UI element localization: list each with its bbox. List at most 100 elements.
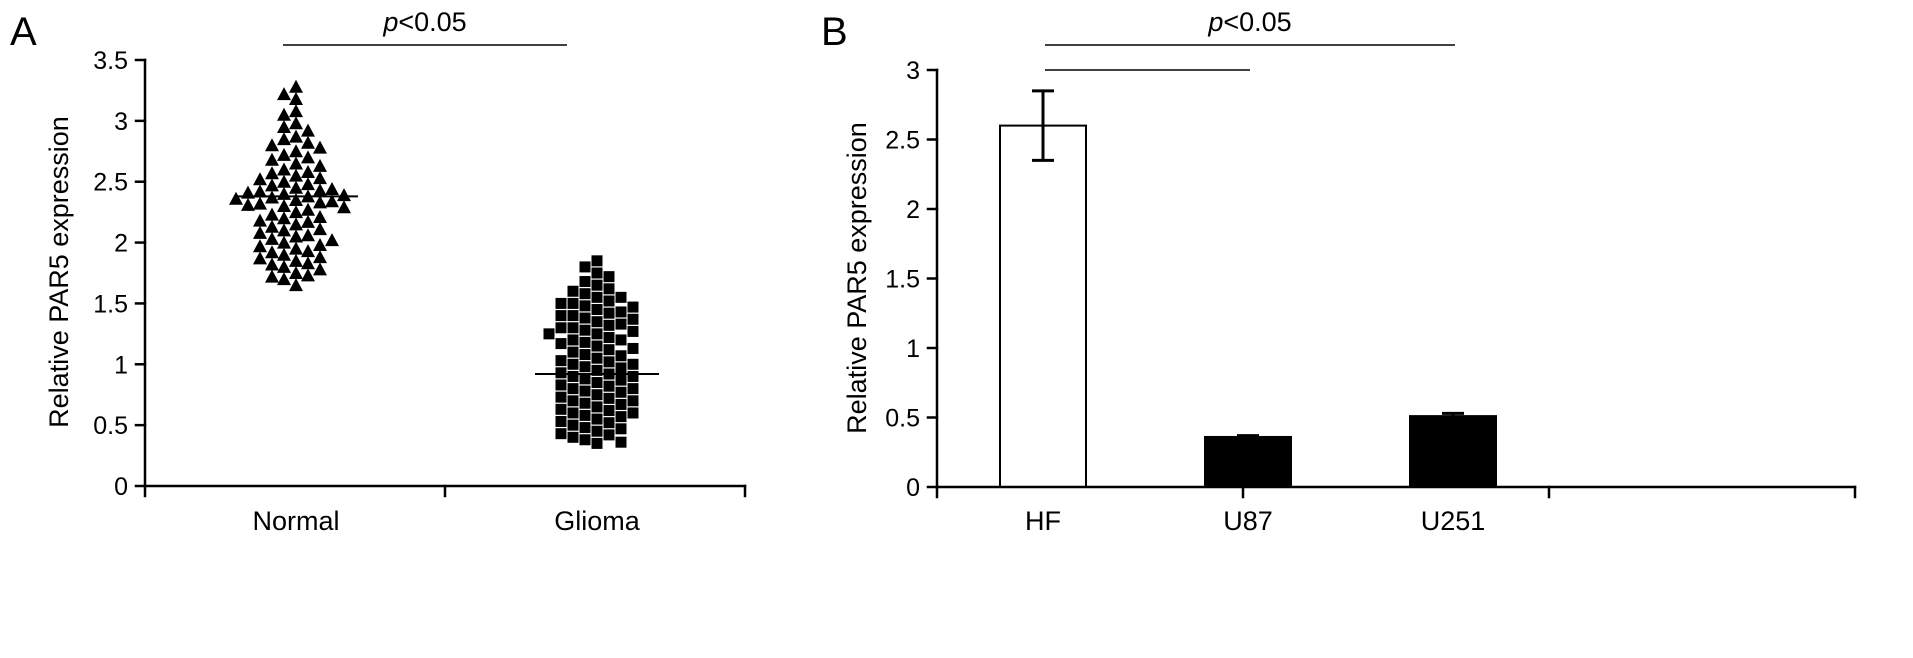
- data-point-square: [543, 328, 555, 340]
- data-point-triangle: [277, 247, 291, 261]
- data-point-square: [579, 324, 591, 336]
- data-point-triangle: [337, 188, 351, 202]
- data-point-triangle: [277, 147, 291, 161]
- data-point-square: [627, 358, 639, 370]
- data-point-triangle: [313, 222, 327, 236]
- data-point-square: [555, 338, 567, 350]
- data-point-triangle: [265, 219, 279, 233]
- data-point-square: [567, 383, 579, 395]
- y-tick-label: 2.5: [885, 127, 920, 155]
- data-point-triangle: [265, 269, 279, 283]
- data-point-triangle: [301, 164, 315, 178]
- data-point-square: [627, 313, 639, 325]
- data-point-square: [591, 425, 603, 437]
- panel-b: B Relative PAR5 expression 0 0.5 1 1.5 2 2.5 3 HF…: [821, 7, 1857, 536]
- y-tick-label: 1: [114, 351, 128, 379]
- data-point-square: [591, 255, 603, 267]
- data-point-triangle: [313, 262, 327, 276]
- data-point-triangle: [265, 245, 279, 259]
- data-point-square: [555, 428, 567, 440]
- data-point-triangle: [253, 184, 267, 198]
- data-point-triangle: [253, 213, 267, 227]
- data-point-square: [615, 411, 627, 423]
- data-point-triangle: [265, 257, 279, 271]
- data-point-square: [567, 358, 579, 370]
- data-point-triangle: [289, 205, 303, 219]
- category-label: HF: [1025, 506, 1061, 536]
- data-point-square: [615, 350, 627, 362]
- data-point-square: [603, 417, 615, 429]
- data-point-square: [615, 436, 627, 448]
- data-point-square: [555, 415, 567, 427]
- data-point-triangle: [277, 87, 291, 101]
- data-point-triangle: [277, 211, 291, 225]
- data-point-triangle: [337, 200, 351, 214]
- category-label: U87: [1223, 506, 1273, 536]
- data-point-triangle: [313, 183, 327, 197]
- data-point-square: [567, 334, 579, 346]
- data-point-triangle: [289, 168, 303, 182]
- data-point-square: [591, 401, 603, 413]
- data-point-square: [555, 355, 567, 367]
- data-point-square: [579, 397, 591, 409]
- data-point-triangle: [289, 104, 303, 118]
- data-point-triangle: [313, 171, 327, 185]
- data-point-square: [591, 328, 603, 340]
- bar: [999, 124, 1087, 488]
- data-point-triangle: [277, 223, 291, 237]
- data-point-triangle: [325, 233, 339, 247]
- data-point-triangle: [289, 91, 303, 105]
- data-point-triangle: [325, 182, 339, 196]
- data-point-triangle: [313, 158, 327, 172]
- y-tick-label: 3: [906, 57, 920, 85]
- data-point-square: [615, 423, 627, 435]
- data-point-square: [579, 288, 591, 300]
- data-point-square: [591, 352, 603, 364]
- data-point-square: [627, 301, 639, 313]
- data-point-square: [579, 434, 591, 446]
- data-point-square: [579, 336, 591, 348]
- data-point-triangle: [277, 259, 291, 273]
- data-point-triangle: [289, 266, 303, 279]
- data-point-square: [567, 419, 579, 431]
- data-point-square: [603, 307, 615, 319]
- data-point-triangle: [289, 192, 303, 206]
- data-point-square: [603, 380, 615, 392]
- data-point-triangle: [301, 244, 315, 258]
- significance-label: p<0.05: [382, 7, 466, 37]
- data-point-square: [615, 318, 627, 330]
- panel-label: B: [821, 10, 848, 54]
- data-point-square: [603, 271, 615, 283]
- data-point-square: [627, 407, 639, 419]
- data-point-triangle: [301, 214, 315, 228]
- data-point-square: [627, 370, 639, 382]
- data-point-square: [555, 322, 567, 334]
- data-point-triangle: [289, 144, 303, 158]
- data-point-triangle: [301, 177, 315, 191]
- data-point-square: [591, 340, 603, 352]
- data-point-triangle: [253, 239, 267, 253]
- y-tick-label: 0: [906, 474, 920, 502]
- data-point-triangle: [289, 253, 303, 267]
- data-point-square: [591, 267, 603, 279]
- data-point-triangle: [313, 238, 327, 252]
- y-axis-title: Relative PAR5 expression: [44, 116, 74, 428]
- data-point-square: [603, 319, 615, 331]
- data-point-triangle: [313, 250, 327, 264]
- y-tick-label: 2.5: [93, 169, 128, 197]
- data-point-triangle: [301, 268, 315, 282]
- data-point-square: [567, 346, 579, 358]
- data-point-square: [579, 385, 591, 397]
- data-point-square: [591, 437, 603, 449]
- panel-a: A Relative PAR5 expression 0 0.5 1 1.5 2 2.5 3 3.…: [10, 7, 747, 536]
- data-point-triangle: [277, 174, 291, 188]
- data-point-triangle: [229, 191, 243, 205]
- y-axis-title: Relative PAR5 expression: [842, 122, 872, 434]
- data-point-square: [615, 362, 627, 374]
- y-tick-label: 2: [906, 196, 920, 224]
- data-point-triangle: [277, 272, 291, 286]
- data-point-triangle: [289, 129, 303, 143]
- data-point-triangle: [265, 207, 279, 221]
- data-point-square: [591, 316, 603, 328]
